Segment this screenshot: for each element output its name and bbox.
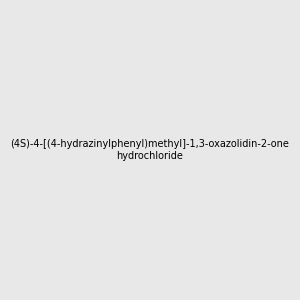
Text: (4S)-4-[(4-hydrazinylphenyl)methyl]-1,3-oxazolidin-2-one hydrochloride: (4S)-4-[(4-hydrazinylphenyl)methyl]-1,3-… <box>11 139 290 161</box>
